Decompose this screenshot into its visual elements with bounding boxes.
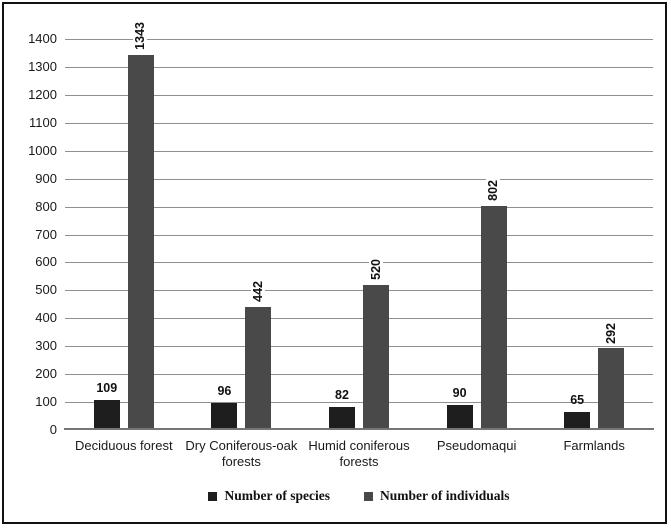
legend-item-species: Number of species <box>208 488 330 504</box>
bar-value-label: 442 <box>250 278 265 304</box>
y-tick-label: 700 <box>35 226 57 242</box>
gridline <box>65 346 653 348</box>
y-tick-label: 300 <box>35 338 57 354</box>
bar-individuals <box>480 206 507 430</box>
x-category-label: Deciduous forest <box>75 438 173 453</box>
x-axis-line <box>64 428 654 430</box>
bar-value-label: 292 <box>603 320 618 346</box>
y-tick-label: 0 <box>49 422 57 437</box>
gridline <box>65 94 653 96</box>
legend-marker-individuals <box>363 491 373 501</box>
gridline <box>65 234 653 236</box>
y-tick-label: 1200 <box>28 86 57 102</box>
bar-value-label: 65 <box>570 392 585 407</box>
bar-value-label: 520 <box>368 256 383 282</box>
gridline <box>65 374 653 376</box>
gridline <box>65 318 653 320</box>
bar-individuals <box>598 348 625 430</box>
bar-species <box>446 404 473 430</box>
y-tick-label: 400 <box>35 310 57 326</box>
gridline <box>65 290 653 292</box>
bar-value-label: 802 <box>486 178 501 203</box>
legend-label-species: Number of species <box>224 488 330 503</box>
gridline <box>65 178 653 180</box>
y-tick-label: 500 <box>35 282 57 298</box>
y-tick-label: 600 <box>35 254 57 270</box>
x-category-label: Pseudomaqui <box>436 438 517 453</box>
bar-individuals <box>363 284 389 430</box>
bar-value-label: 109 <box>96 380 118 395</box>
legend-item-individuals: Number of individuals <box>363 488 510 504</box>
bar-species <box>93 399 120 430</box>
bar-value-label: 90 <box>452 385 467 400</box>
x-category-label: Dry Coniferous-oak forests <box>185 438 298 469</box>
bar-species <box>564 411 591 430</box>
y-tick-label: 100 <box>35 394 57 410</box>
bar-value-label: 82 <box>335 388 349 403</box>
legend-label-individuals: Number of individuals <box>379 488 510 503</box>
bar-individuals <box>245 306 272 430</box>
bar-individuals <box>127 54 154 430</box>
legend-marker-species <box>208 491 218 501</box>
y-tick-label: 1000 <box>28 142 57 158</box>
gridline <box>65 66 653 68</box>
y-tick-label: 1100 <box>29 114 57 130</box>
x-category-label: Farmlands <box>563 438 625 453</box>
y-tick-label: 1400 <box>28 31 57 46</box>
y-tick-label: 800 <box>35 198 57 214</box>
gridline <box>65 150 653 152</box>
gridline <box>65 402 653 404</box>
gridline <box>65 122 653 124</box>
y-tick-label: 200 <box>35 366 57 382</box>
bar-species <box>329 407 355 430</box>
bar-value-label: 1343 <box>133 20 148 52</box>
x-category-label: Humid coniferous forests <box>308 438 410 469</box>
bar-species <box>211 403 238 430</box>
y-tick-label: 900 <box>35 170 57 186</box>
gridline <box>65 262 653 264</box>
gridline <box>65 39 653 40</box>
legend: Number of species Number of individuals <box>65 488 653 504</box>
bar-value-label: 96 <box>217 384 232 399</box>
gridline <box>65 206 653 208</box>
y-tick-label: 1300 <box>28 58 57 74</box>
